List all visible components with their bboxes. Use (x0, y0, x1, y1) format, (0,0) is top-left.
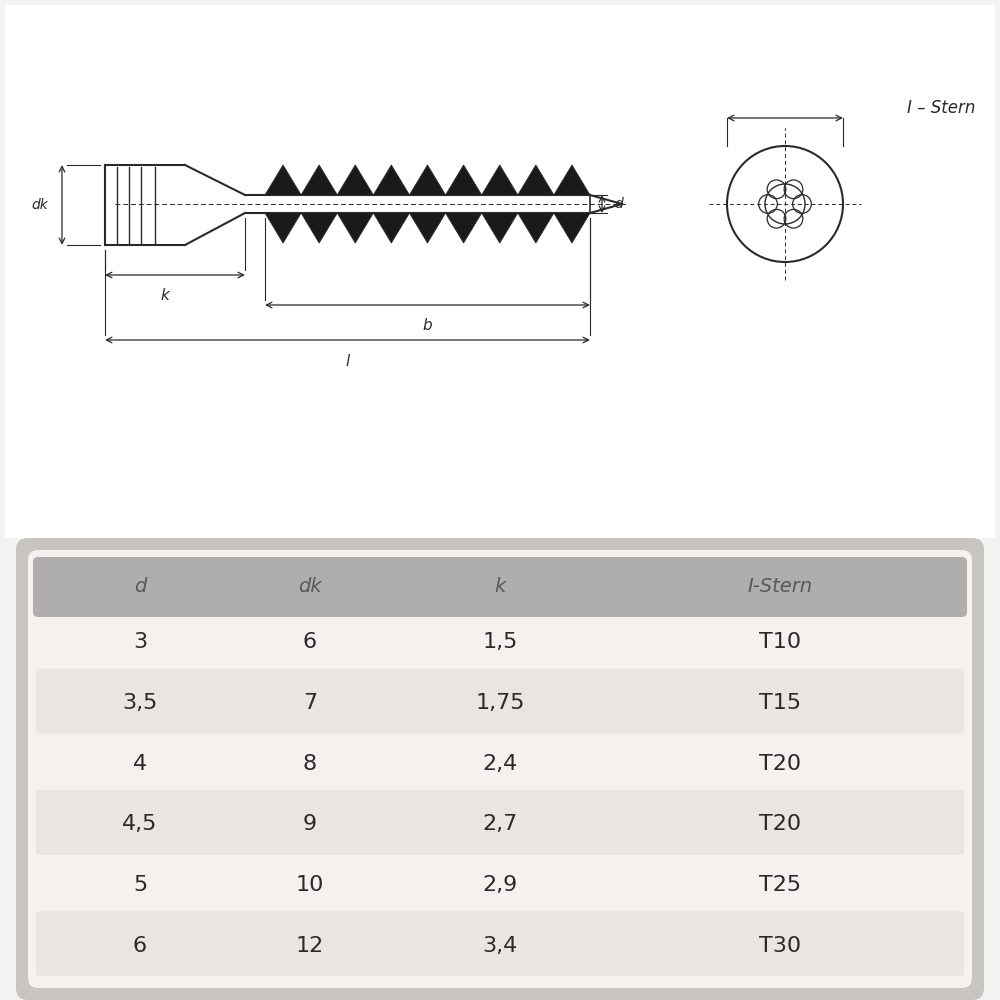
Text: 2,4: 2,4 (482, 754, 518, 774)
Polygon shape (482, 213, 518, 243)
Polygon shape (518, 213, 554, 243)
Text: 9: 9 (303, 814, 317, 834)
Polygon shape (373, 165, 409, 195)
Polygon shape (301, 165, 337, 195)
Text: 6: 6 (303, 632, 317, 652)
Polygon shape (409, 213, 446, 243)
FancyBboxPatch shape (36, 669, 964, 733)
Text: l: l (345, 355, 350, 369)
Text: b: b (423, 318, 432, 332)
Polygon shape (482, 165, 518, 195)
Polygon shape (518, 165, 554, 195)
Text: 7: 7 (303, 693, 317, 713)
FancyBboxPatch shape (28, 550, 972, 988)
Text: dk: dk (298, 577, 322, 596)
Text: T25: T25 (759, 875, 801, 895)
Polygon shape (265, 165, 301, 195)
Text: 3,5: 3,5 (122, 693, 158, 713)
Polygon shape (554, 165, 590, 195)
Polygon shape (301, 213, 337, 243)
Text: d: d (614, 197, 623, 211)
Text: I – Stern: I – Stern (907, 99, 975, 117)
Text: 2,9: 2,9 (482, 875, 518, 895)
Text: 5: 5 (133, 875, 147, 895)
Text: 12: 12 (296, 936, 324, 956)
FancyBboxPatch shape (5, 5, 995, 538)
Text: T20: T20 (759, 754, 801, 774)
FancyBboxPatch shape (36, 911, 964, 976)
Text: T10: T10 (759, 632, 801, 652)
Text: 4: 4 (133, 754, 147, 774)
Text: dk: dk (32, 198, 48, 212)
Polygon shape (337, 213, 373, 243)
Text: 2,7: 2,7 (482, 814, 518, 834)
Text: I-Stern: I-Stern (747, 577, 813, 596)
Text: k: k (494, 577, 506, 596)
Text: 1,5: 1,5 (482, 632, 518, 652)
Polygon shape (265, 213, 301, 243)
Text: 4,5: 4,5 (122, 814, 158, 834)
Polygon shape (409, 165, 446, 195)
Text: 6: 6 (133, 936, 147, 956)
Polygon shape (554, 213, 590, 243)
FancyBboxPatch shape (36, 790, 964, 855)
Polygon shape (373, 213, 409, 243)
FancyBboxPatch shape (16, 538, 984, 1000)
Text: 8: 8 (303, 754, 317, 774)
Polygon shape (337, 165, 373, 195)
Text: d: d (134, 577, 146, 596)
Text: 3,4: 3,4 (482, 936, 518, 956)
Text: 10: 10 (296, 875, 324, 895)
Polygon shape (446, 165, 482, 195)
Text: 3: 3 (133, 632, 147, 652)
Text: T30: T30 (759, 936, 801, 956)
Text: T20: T20 (759, 814, 801, 834)
Text: 1,75: 1,75 (475, 693, 525, 713)
Text: k: k (161, 288, 169, 302)
FancyBboxPatch shape (33, 557, 967, 617)
Text: T15: T15 (759, 693, 801, 713)
Polygon shape (446, 213, 482, 243)
